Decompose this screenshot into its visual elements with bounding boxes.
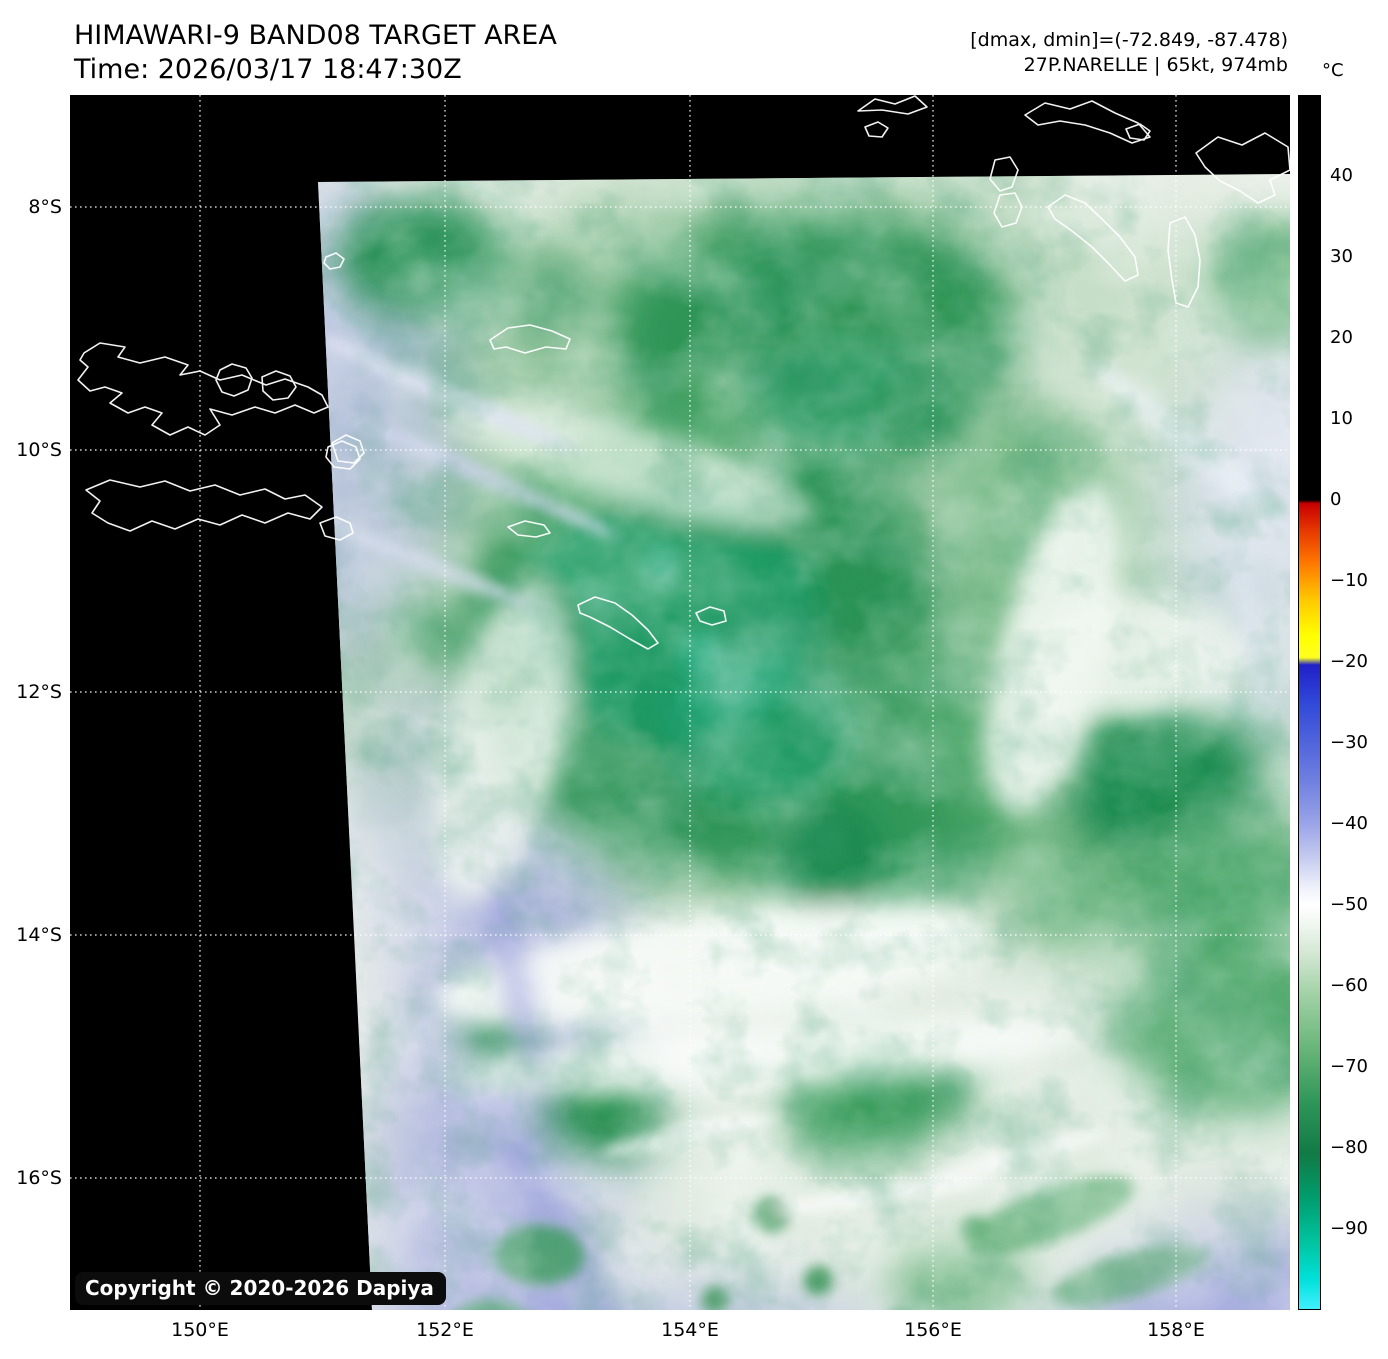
storm-info: 27P.NARELLE | 65kt, 974mb: [1023, 54, 1288, 76]
cloud-texture: [318, 174, 1290, 1310]
lon-tick-label: 154°E: [661, 1319, 719, 1341]
product-time: Time: 2026/03/17 18:47:30Z: [74, 54, 462, 85]
data-swath: [318, 174, 1290, 1310]
lat-tick-label: 10°S: [16, 439, 62, 461]
product-title: HIMAWARI-9 BAND08 TARGET AREA: [74, 20, 557, 51]
colorbar-tick-label: −50: [1330, 894, 1368, 915]
lon-tick-label: 158°E: [1147, 1319, 1205, 1341]
dmax-dmin-readout: [dmax, dmin]=(-72.849, -87.478): [970, 29, 1288, 51]
map-area: Copyright © 2020-2026 Dapiya: [70, 95, 1290, 1310]
colorbar-tick-label: 0: [1330, 489, 1342, 510]
lon-tick-label: 152°E: [416, 1319, 474, 1341]
satellite-image: [70, 95, 1290, 1310]
colorbar-tick-label: 20: [1330, 327, 1353, 348]
colorbar-tick-label: −90: [1330, 1218, 1368, 1239]
temperature-colorbar: [1298, 95, 1321, 1310]
lat-tick-label: 16°S: [16, 1167, 62, 1189]
colorbar-tick-label: 10: [1330, 408, 1353, 429]
coastlines: [77, 95, 1290, 650]
colorbar-tick-label: 40: [1330, 165, 1353, 186]
gridlines: [70, 95, 1290, 1310]
colorbar-tick-label: −80: [1330, 1137, 1368, 1158]
colorbar-tick-label: −10: [1330, 570, 1368, 591]
colorbar-tick-label: −70: [1330, 1056, 1368, 1077]
colorbar-tick-label: −20: [1330, 651, 1368, 672]
header-right-info: [dmax, dmin]=(-72.849, -87.478) 27P.NARE…: [970, 28, 1288, 78]
copyright-badge: Copyright © 2020-2026 Dapiya: [75, 1272, 446, 1305]
colorbar-tick-label: −30: [1330, 732, 1368, 753]
lat-tick-label: 8°S: [28, 196, 62, 218]
lon-tick-label: 156°E: [904, 1319, 962, 1341]
colorbar-tick-label: 30: [1330, 246, 1353, 267]
colorbar-tick-label: −40: [1330, 813, 1368, 834]
lon-tick-label: 150°E: [171, 1319, 229, 1341]
lat-tick-label: 14°S: [16, 924, 62, 946]
colorbar-tick-label: −60: [1330, 975, 1368, 996]
colorbar-unit-label: °C: [1322, 60, 1344, 81]
lat-tick-label: 12°S: [16, 681, 62, 703]
